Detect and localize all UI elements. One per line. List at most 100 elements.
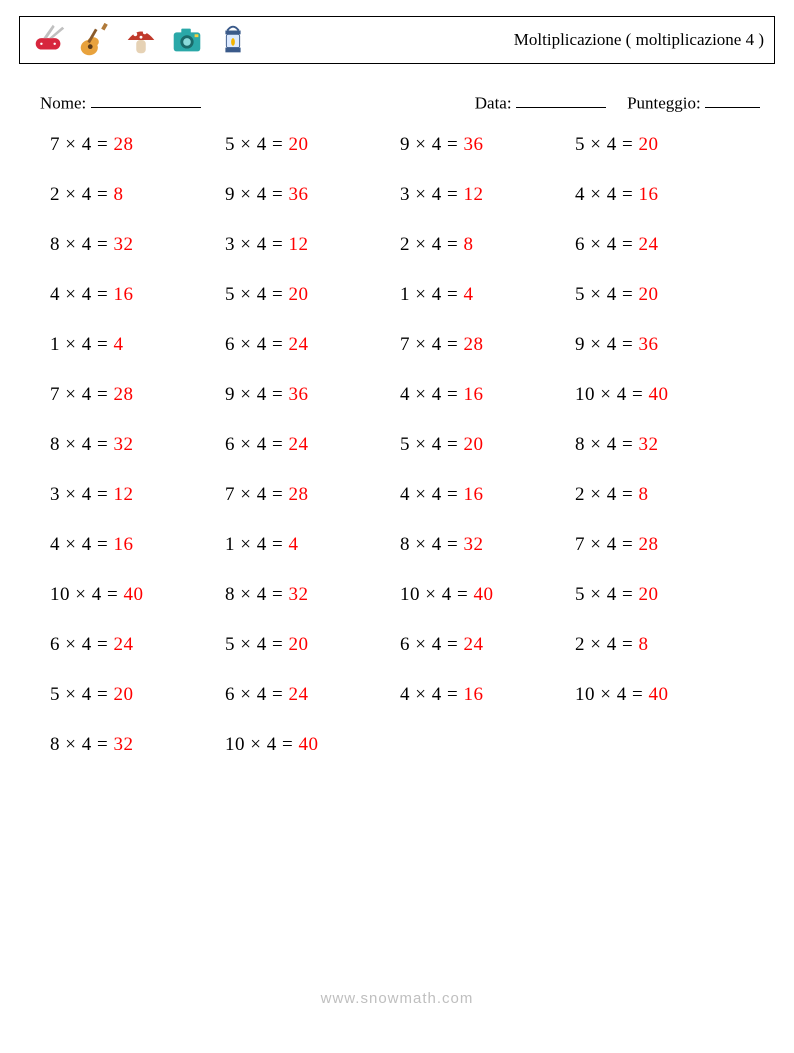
- problem-expression: 9 × 4 =: [400, 134, 463, 155]
- problem-answer: 4: [288, 534, 298, 555]
- problem-cell: [575, 734, 750, 756]
- score-label: Punteggio:: [627, 93, 701, 112]
- problem-answer: 32: [113, 734, 133, 755]
- problem-cell: 7 × 4 = 28: [50, 384, 225, 406]
- worksheet-page: Moltiplicazione ( moltiplicazione 4 ) No…: [0, 0, 794, 1053]
- problem-cell: 8 × 4 = 32: [400, 534, 575, 556]
- problem-answer: 4: [113, 334, 123, 355]
- problem-answer: 24: [288, 434, 308, 455]
- problem-expression: 2 × 4 =: [400, 234, 463, 255]
- problem-answer: 12: [463, 184, 483, 205]
- problem-cell: 6 × 4 = 24: [575, 234, 750, 256]
- problem-cell: 4 × 4 = 16: [50, 534, 225, 556]
- problem-cell: 8 × 4 = 32: [575, 434, 750, 456]
- problem-cell: 7 × 4 = 28: [50, 134, 225, 156]
- problem-cell: [400, 734, 575, 756]
- problem-expression: 2 × 4 =: [575, 484, 638, 505]
- problem-answer: 16: [463, 484, 483, 505]
- problem-answer: 16: [463, 684, 483, 705]
- problem-answer: 8: [113, 184, 123, 205]
- problem-expression: 10 × 4 =: [400, 584, 473, 605]
- problem-cell: 10 × 4 = 40: [225, 734, 400, 756]
- problem-expression: 4 × 4 =: [575, 184, 638, 205]
- name-label: Nome:: [40, 93, 86, 112]
- problem-expression: 9 × 4 =: [575, 334, 638, 355]
- problem-cell: 3 × 4 = 12: [225, 234, 400, 256]
- problem-cell: 1 × 4 = 4: [225, 534, 400, 556]
- problem-cell: 4 × 4 = 16: [575, 184, 750, 206]
- problem-answer: 8: [638, 484, 648, 505]
- problem-cell: 9 × 4 = 36: [575, 334, 750, 356]
- problem-expression: 7 × 4 =: [575, 534, 638, 555]
- problem-expression: 8 × 4 =: [50, 234, 113, 255]
- meta-row: Nome: Data: Punteggio:: [40, 92, 760, 113]
- problem-expression: 6 × 4 =: [225, 684, 288, 705]
- problem-answer: 16: [113, 534, 133, 555]
- problem-expression: 10 × 4 =: [50, 584, 123, 605]
- problem-answer: 40: [298, 734, 318, 755]
- problem-cell: 6 × 4 = 24: [400, 634, 575, 656]
- problem-expression: 7 × 4 =: [50, 384, 113, 405]
- date-label: Data:: [475, 93, 512, 112]
- problem-cell: 6 × 4 = 24: [50, 634, 225, 656]
- problem-answer: 4: [463, 284, 473, 305]
- problem-expression: 10 × 4 =: [575, 684, 648, 705]
- problem-answer: 16: [463, 384, 483, 405]
- problem-cell: 5 × 4 = 20: [225, 634, 400, 656]
- problem-expression: 5 × 4 =: [225, 134, 288, 155]
- lantern-icon: [214, 21, 252, 59]
- problem-expression: 8 × 4 =: [225, 584, 288, 605]
- problem-cell: 3 × 4 = 12: [50, 484, 225, 506]
- problem-cell: 4 × 4 = 16: [50, 284, 225, 306]
- problem-expression: 4 × 4 =: [50, 284, 113, 305]
- problem-answer: 28: [288, 484, 308, 505]
- problem-expression: 4 × 4 =: [400, 384, 463, 405]
- problem-expression: 8 × 4 =: [400, 534, 463, 555]
- problem-expression: 9 × 4 =: [225, 384, 288, 405]
- problem-cell: 2 × 4 = 8: [400, 234, 575, 256]
- problem-expression: 7 × 4 =: [400, 334, 463, 355]
- problem-expression: 5 × 4 =: [575, 584, 638, 605]
- problem-answer: 32: [113, 434, 133, 455]
- problem-answer: 32: [638, 434, 658, 455]
- problem-cell: 5 × 4 = 20: [400, 434, 575, 456]
- date-line: [516, 92, 606, 108]
- problem-expression: 5 × 4 =: [400, 434, 463, 455]
- camera-icon: [168, 21, 206, 59]
- problem-cell: 8 × 4 = 32: [50, 734, 225, 756]
- problem-cell: 5 × 4 = 20: [50, 684, 225, 706]
- problem-cell: 7 × 4 = 28: [400, 334, 575, 356]
- problem-answer: 40: [123, 584, 143, 605]
- problem-answer: 8: [638, 634, 648, 655]
- problem-answer: 24: [638, 234, 658, 255]
- problem-expression: 5 × 4 =: [225, 634, 288, 655]
- problem-expression: 7 × 4 =: [50, 134, 113, 155]
- problem-expression: 1 × 4 =: [225, 534, 288, 555]
- problem-answer: 40: [648, 384, 668, 405]
- problem-cell: 1 × 4 = 4: [50, 334, 225, 356]
- header-icon-row: [30, 21, 252, 59]
- score-line: [705, 92, 760, 108]
- problem-expression: 6 × 4 =: [575, 234, 638, 255]
- problem-answer: 20: [113, 684, 133, 705]
- problem-expression: 10 × 4 =: [225, 734, 298, 755]
- problem-cell: 6 × 4 = 24: [225, 434, 400, 456]
- problem-cell: 10 × 4 = 40: [575, 684, 750, 706]
- problem-cell: 10 × 4 = 40: [50, 584, 225, 606]
- problem-expression: 1 × 4 =: [400, 284, 463, 305]
- problem-expression: 5 × 4 =: [225, 284, 288, 305]
- problems-grid: 7 × 4 = 285 × 4 = 209 × 4 = 365 × 4 = 20…: [50, 134, 750, 756]
- problem-answer: 28: [113, 134, 133, 155]
- problem-expression: 1 × 4 =: [50, 334, 113, 355]
- problem-answer: 24: [113, 634, 133, 655]
- problem-answer: 28: [638, 534, 658, 555]
- problem-expression: 6 × 4 =: [400, 634, 463, 655]
- problem-expression: 3 × 4 =: [225, 234, 288, 255]
- problem-answer: 16: [113, 284, 133, 305]
- problem-answer: 36: [288, 184, 308, 205]
- problem-expression: 4 × 4 =: [50, 534, 113, 555]
- problem-cell: 8 × 4 = 32: [50, 234, 225, 256]
- problem-answer: 24: [463, 634, 483, 655]
- problem-expression: 10 × 4 =: [575, 384, 648, 405]
- problem-cell: 5 × 4 = 20: [225, 134, 400, 156]
